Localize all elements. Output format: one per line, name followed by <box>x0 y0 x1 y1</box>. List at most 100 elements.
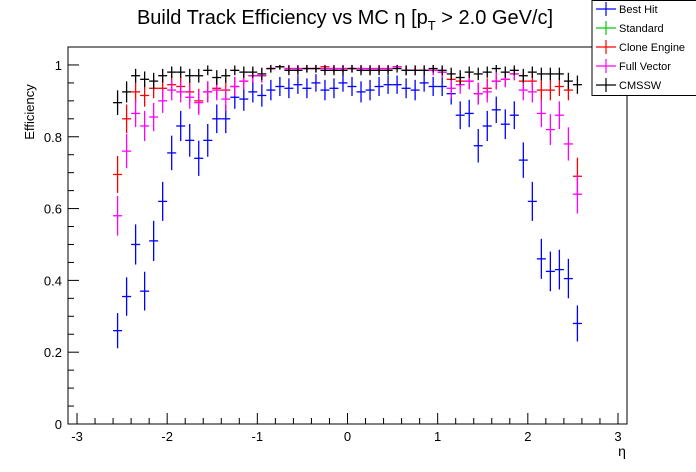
legend-label: CMSSW <box>619 80 662 92</box>
data-point <box>518 79 528 101</box>
data-point <box>302 64 312 73</box>
data-point <box>563 127 573 161</box>
legend-item: Standard <box>596 21 664 35</box>
data-point <box>572 305 582 342</box>
data-point <box>383 65 393 76</box>
data-point <box>500 109 510 140</box>
data-point <box>482 66 492 78</box>
data-point <box>365 65 375 76</box>
data-point <box>284 78 294 99</box>
x-tick-label: 0 <box>344 429 351 444</box>
data-point <box>221 87 231 111</box>
data-point <box>275 76 285 97</box>
data-point <box>356 81 366 103</box>
data-point <box>383 75 393 94</box>
data-point <box>176 81 186 103</box>
data-point <box>158 88 168 113</box>
data-point <box>122 133 132 169</box>
data-point <box>455 70 465 85</box>
data-point <box>374 65 384 76</box>
x-tick-label: 2 <box>524 429 531 444</box>
data-point <box>338 65 348 76</box>
data-point <box>446 78 456 99</box>
data-point <box>203 65 213 76</box>
data-point <box>113 155 123 193</box>
y-tick-label: 0.2 <box>44 345 62 360</box>
data-point <box>572 75 582 94</box>
data-point <box>311 64 321 73</box>
data-point <box>482 81 492 103</box>
data-point <box>140 110 150 142</box>
data-point <box>365 79 375 101</box>
data-point <box>419 65 429 76</box>
data-point <box>212 104 222 134</box>
data-point <box>545 79 555 101</box>
legend-label: Clone Engine <box>619 42 685 54</box>
data-point <box>194 68 204 83</box>
data-point <box>419 74 429 92</box>
data-point <box>554 101 564 130</box>
series-cmssw <box>113 64 582 115</box>
x-tick-label: -1 <box>252 429 264 444</box>
series-full-vector <box>113 64 582 236</box>
data-point <box>185 124 195 157</box>
data-point <box>518 142 528 178</box>
data-point <box>293 65 303 76</box>
data-point <box>302 78 312 99</box>
x-tick-label: 1 <box>434 429 441 444</box>
x-tick-label: -3 <box>71 429 83 444</box>
data-point <box>131 68 141 83</box>
data-point <box>158 68 168 83</box>
data-point <box>140 71 150 88</box>
data-point <box>320 79 330 101</box>
data-point <box>491 72 501 90</box>
data-point <box>545 114 555 146</box>
data-point <box>518 68 528 83</box>
data-point <box>230 65 240 76</box>
data-point <box>320 65 330 76</box>
data-point <box>266 79 276 101</box>
data-point <box>140 271 150 311</box>
data-point <box>356 65 366 76</box>
series-clone-engine <box>113 64 582 195</box>
data-point <box>545 67 555 81</box>
y-tick-label: 0.8 <box>44 130 62 145</box>
legend-item: Best Hit <box>596 2 658 16</box>
data-point <box>311 74 321 92</box>
data-point <box>374 76 384 97</box>
data-point <box>401 65 411 76</box>
y-tick-label: 0.4 <box>44 273 62 288</box>
y-tick-label: 0.6 <box>44 202 62 217</box>
data-point <box>149 72 159 90</box>
data-point <box>491 64 501 73</box>
x-tick-label: -2 <box>161 429 173 444</box>
data-point <box>347 64 357 73</box>
data-point <box>185 68 195 83</box>
data-point <box>122 81 132 103</box>
legend-item: Clone Engine <box>596 40 685 54</box>
data-point <box>437 76 447 97</box>
chart-title: Build Track Efficiency vs MC η [pT > 2.0… <box>137 7 553 33</box>
data-point <box>554 249 564 290</box>
data-point <box>563 72 573 90</box>
data-point <box>545 251 555 292</box>
data-point <box>149 102 159 132</box>
data-point <box>113 313 123 349</box>
data-point <box>257 84 267 107</box>
data-point <box>347 76 357 97</box>
data-point <box>392 75 402 94</box>
data-point <box>212 70 222 85</box>
legend-item: Full Vector <box>596 59 671 73</box>
data-point <box>293 75 303 94</box>
data-point <box>428 64 438 73</box>
data-point <box>185 85 195 109</box>
data-point <box>527 66 537 78</box>
data-point <box>203 124 213 157</box>
data-point <box>500 66 510 78</box>
data-point <box>275 64 285 70</box>
data-point <box>176 110 186 142</box>
legend: Best Hit Standard Clone Engine Full Vector C… <box>591 0 696 96</box>
series-best-hit <box>113 74 582 349</box>
data-point <box>473 67 483 81</box>
